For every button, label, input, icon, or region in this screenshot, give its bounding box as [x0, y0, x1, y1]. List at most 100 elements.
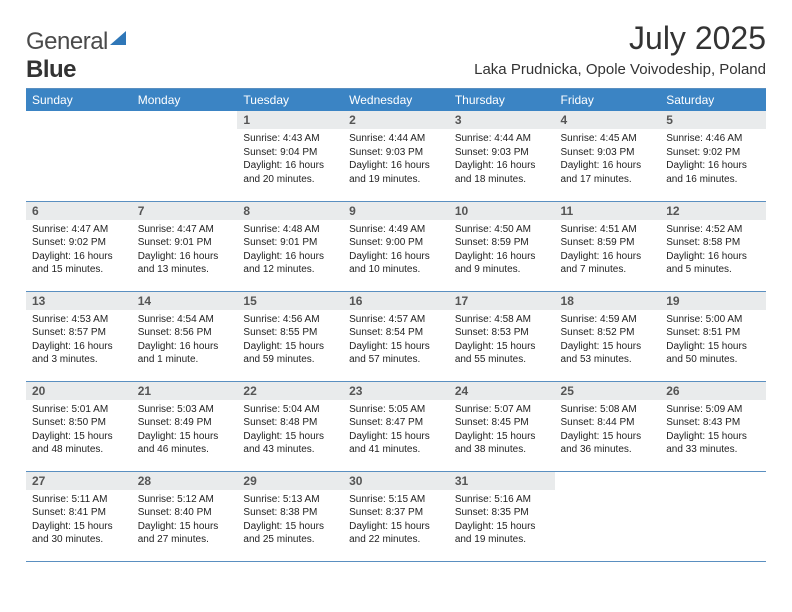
sunrise-text: Sunrise: 4:50 AM: [455, 223, 549, 237]
calendar-day-cell: 22Sunrise: 5:04 AMSunset: 8:48 PMDayligh…: [237, 381, 343, 471]
daylight-text: Daylight: 16 hours and 17 minutes.: [561, 159, 655, 186]
day-number: 4: [555, 111, 661, 129]
calendar-day-cell: 23Sunrise: 5:05 AMSunset: 8:47 PMDayligh…: [343, 381, 449, 471]
sunset-text: Sunset: 9:01 PM: [138, 236, 232, 250]
daylight-text: Daylight: 15 hours and 38 minutes.: [455, 430, 549, 457]
calendar-day-cell: 27 Sunrise: 5:11 AMSunset: 8:41 PMDayligh…: [26, 471, 132, 561]
day-details: Sunrise: 5:12 AMSunset: 8:40 PMDaylight:…: [132, 490, 238, 551]
day-details: Sunrise: 5:00 AMSunset: 8:51 PMDaylight:…: [660, 310, 766, 371]
sunrise-text: Sunrise: 5:13 AM: [243, 493, 337, 507]
day-number: 2: [343, 111, 449, 129]
sunset-text: Sunset: 8:43 PM: [666, 416, 760, 430]
sunrise-text: Sunrise: 4:52 AM: [666, 223, 760, 237]
daylight-text: Daylight: 16 hours and 16 minutes.: [666, 159, 760, 186]
sunrise-text: Sunrise: 5:01 AM: [32, 403, 126, 417]
day-details: Sunrise: 4:45 AMSunset: 9:03 PMDaylight:…: [555, 129, 661, 190]
weekday-header: Friday: [555, 89, 661, 112]
day-number: 22: [237, 382, 343, 400]
day-details: Sunrise: 4:47 AMSunset: 9:01 PMDaylight:…: [132, 220, 238, 281]
daylight-text: Daylight: 16 hours and 18 minutes.: [455, 159, 549, 186]
calendar-day-cell: [132, 111, 238, 201]
sunset-text: Sunset: 9:04 PM: [243, 146, 337, 160]
sunrise-text: Sunrise: 4:48 AM: [243, 223, 337, 237]
sunrise-text: Sunrise: 5:11 AM: [32, 493, 126, 507]
sunrise-text: Sunrise: 4:47 AM: [138, 223, 232, 237]
brand-logo: GeneralBlue: [26, 20, 128, 84]
month-title: July 2025: [474, 20, 766, 57]
day-number: 27: [26, 472, 132, 490]
calendar-table: Sunday Monday Tuesday Wednesday Thursday…: [26, 88, 766, 562]
day-details: Sunrise: 5:16 AMSunset: 8:35 PMDaylight:…: [449, 490, 555, 551]
sunrise-text: Sunrise: 4:45 AM: [561, 132, 655, 146]
day-number: 9: [343, 202, 449, 220]
calendar-day-cell: [660, 471, 766, 561]
calendar-week-row: 13Sunrise: 4:53 AMSunset: 8:57 PMDayligh…: [26, 291, 766, 381]
daylight-text: Daylight: 15 hours and 27 minutes.: [138, 520, 232, 547]
sunrise-text: Sunrise: 4:44 AM: [349, 132, 443, 146]
weekday-header: Thursday: [449, 89, 555, 112]
day-number: 21: [132, 382, 238, 400]
sunset-text: Sunset: 8:40 PM: [138, 506, 232, 520]
day-number: 1: [237, 111, 343, 129]
sunset-text: Sunset: 8:47 PM: [349, 416, 443, 430]
day-number: 20: [26, 382, 132, 400]
day-details: Sunrise: 4:56 AMSunset: 8:55 PMDaylight:…: [237, 310, 343, 371]
sunset-text: Sunset: 8:35 PM: [455, 506, 549, 520]
calendar-day-cell: 16Sunrise: 4:57 AMSunset: 8:54 PMDayligh…: [343, 291, 449, 381]
day-details: Sunrise: 4:50 AMSunset: 8:59 PMDaylight:…: [449, 220, 555, 281]
daylight-text: Daylight: 16 hours and 3 minutes.: [32, 340, 126, 367]
sunset-text: Sunset: 8:54 PM: [349, 326, 443, 340]
calendar-day-cell: 21Sunrise: 5:03 AMSunset: 8:49 PMDayligh…: [132, 381, 238, 471]
day-number: 12: [660, 202, 766, 220]
daylight-text: Daylight: 15 hours and 57 minutes.: [349, 340, 443, 367]
sunset-text: Sunset: 8:41 PM: [32, 506, 126, 520]
day-number: 23: [343, 382, 449, 400]
daylight-text: Daylight: 15 hours and 30 minutes.: [32, 520, 126, 547]
day-details: Sunrise: 5:07 AMSunset: 8:45 PMDaylight:…: [449, 400, 555, 461]
sunrise-text: Sunrise: 4:58 AM: [455, 313, 549, 327]
sunset-text: Sunset: 8:56 PM: [138, 326, 232, 340]
day-details: Sunrise: 5:03 AMSunset: 8:49 PMDaylight:…: [132, 400, 238, 461]
calendar-day-cell: 20 Sunrise: 5:01 AMSunset: 8:50 PMDayligh…: [26, 381, 132, 471]
day-details: Sunrise: 4:52 AMSunset: 8:58 PMDaylight:…: [660, 220, 766, 281]
calendar-day-cell: [26, 111, 132, 201]
calendar-day-cell: 31Sunrise: 5:16 AMSunset: 8:35 PMDayligh…: [449, 471, 555, 561]
daylight-text: Daylight: 15 hours and 50 minutes.: [666, 340, 760, 367]
calendar-day-cell: 25Sunrise: 5:08 AMSunset: 8:44 PMDayligh…: [555, 381, 661, 471]
sunrise-text: Sunrise: 5:05 AM: [349, 403, 443, 417]
day-number: 7: [132, 202, 238, 220]
day-number: 8: [237, 202, 343, 220]
sunset-text: Sunset: 9:02 PM: [32, 236, 126, 250]
day-details: Sunrise: 5:04 AMSunset: 8:48 PMDaylight:…: [237, 400, 343, 461]
calendar-day-cell: 26Sunrise: 5:09 AMSunset: 8:43 PMDayligh…: [660, 381, 766, 471]
day-number: 25: [555, 382, 661, 400]
daylight-text: Daylight: 16 hours and 7 minutes.: [561, 250, 655, 277]
sunset-text: Sunset: 8:50 PM: [32, 416, 126, 430]
calendar-day-cell: 24Sunrise: 5:07 AMSunset: 8:45 PMDayligh…: [449, 381, 555, 471]
day-details: Sunrise: 4:43 AMSunset: 9:04 PMDaylight:…: [237, 129, 343, 190]
sunset-text: Sunset: 9:03 PM: [455, 146, 549, 160]
sunset-text: Sunset: 8:44 PM: [561, 416, 655, 430]
calendar-day-cell: 3Sunrise: 4:44 AMSunset: 9:03 PMDaylight…: [449, 111, 555, 201]
day-number: 19: [660, 292, 766, 310]
calendar-day-cell: 5Sunrise: 4:46 AMSunset: 9:02 PMDaylight…: [660, 111, 766, 201]
day-number: 26: [660, 382, 766, 400]
sunrise-text: Sunrise: 5:15 AM: [349, 493, 443, 507]
sunrise-text: Sunrise: 4:49 AM: [349, 223, 443, 237]
sunset-text: Sunset: 9:01 PM: [243, 236, 337, 250]
daylight-text: Daylight: 16 hours and 15 minutes.: [32, 250, 126, 277]
sunrise-text: Sunrise: 5:09 AM: [666, 403, 760, 417]
daylight-text: Daylight: 16 hours and 13 minutes.: [138, 250, 232, 277]
day-details: Sunrise: 4:51 AMSunset: 8:59 PMDaylight:…: [555, 220, 661, 281]
daylight-text: Daylight: 16 hours and 12 minutes.: [243, 250, 337, 277]
calendar-day-cell: 9Sunrise: 4:49 AMSunset: 9:00 PMDaylight…: [343, 201, 449, 291]
sunset-text: Sunset: 9:02 PM: [666, 146, 760, 160]
calendar-day-cell: 19Sunrise: 5:00 AMSunset: 8:51 PMDayligh…: [660, 291, 766, 381]
weekday-header: Tuesday: [237, 89, 343, 112]
sunrise-text: Sunrise: 4:44 AM: [455, 132, 549, 146]
day-details: Sunrise: 4:57 AMSunset: 8:54 PMDaylight:…: [343, 310, 449, 371]
daylight-text: Daylight: 15 hours and 48 minutes.: [32, 430, 126, 457]
day-number: 18: [555, 292, 661, 310]
daylight-text: Daylight: 15 hours and 46 minutes.: [138, 430, 232, 457]
brand-part2: Blue: [26, 56, 76, 83]
